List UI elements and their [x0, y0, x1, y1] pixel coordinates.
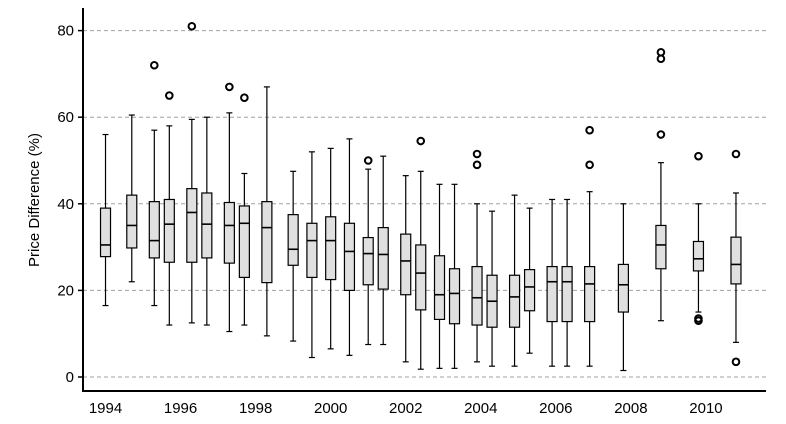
box-iqr — [362, 236, 374, 286]
box-item — [486, 210, 498, 367]
box-iqr — [148, 201, 160, 259]
outlier-point — [225, 82, 234, 92]
outlier-point — [656, 54, 666, 64]
box-item — [433, 183, 446, 369]
box-item — [126, 114, 138, 283]
box-iqr — [523, 269, 536, 312]
outlier-point — [694, 316, 703, 326]
box-iqr — [561, 265, 573, 323]
outlier-point — [416, 136, 426, 146]
outlier-point — [585, 160, 594, 170]
x-axis-ticks: 1994 1996 1998 2000 2002 2004 2006 2008 2010 — [89, 400, 723, 417]
box-item — [306, 151, 318, 359]
box-item — [186, 21, 198, 324]
box-iqr — [325, 216, 337, 281]
box-iqr — [508, 274, 521, 328]
box-iqr — [617, 263, 629, 313]
outlier-point — [472, 149, 482, 159]
outlier-point — [165, 91, 174, 100]
box-iqr — [287, 214, 299, 266]
y-tick-label: 0 — [66, 369, 74, 386]
x-tick-label: 2002 — [389, 400, 422, 417]
box-iqr — [223, 201, 235, 264]
box-item — [655, 47, 667, 322]
x-tick-label: 2000 — [314, 400, 347, 417]
y-axis-ticks: 0 20 40 60 80 — [57, 23, 83, 386]
outlier-point — [363, 156, 373, 165]
box-iqr — [261, 201, 273, 284]
x-tick-label: 2008 — [614, 400, 647, 417]
box-iqr — [126, 194, 138, 249]
box-iqr — [584, 265, 596, 323]
box-iqr — [655, 224, 667, 270]
box-iqr — [415, 244, 427, 311]
box-item — [99, 133, 112, 307]
box-iqr — [471, 265, 483, 326]
box-iqr — [546, 265, 558, 323]
outlier-point — [694, 151, 703, 161]
outlier-point — [150, 60, 159, 70]
outlier-point — [240, 93, 249, 103]
box-item — [343, 138, 356, 356]
gridlines — [83, 30, 766, 378]
box-item — [561, 198, 573, 367]
y-tick-label: 40 — [57, 196, 74, 213]
box-item — [201, 116, 213, 326]
box-iqr — [400, 233, 412, 296]
box-item — [546, 198, 558, 367]
box-item — [377, 155, 389, 346]
y-axis-title: Price Difference (%) — [26, 133, 43, 267]
box-item — [471, 149, 483, 363]
x-tick-label: 2004 — [464, 400, 497, 417]
box-item — [692, 151, 705, 326]
box-iqr — [433, 255, 446, 321]
y-tick-label: 60 — [57, 109, 74, 126]
box-iqr — [99, 207, 112, 258]
x-tick-label: 1994 — [89, 400, 122, 417]
box-iqr — [201, 192, 213, 259]
box-item — [730, 149, 742, 367]
box-item — [617, 203, 629, 372]
outlier-point — [731, 149, 741, 159]
outlier-point — [585, 125, 594, 135]
outlier-point — [656, 130, 666, 139]
outlier-point — [472, 160, 482, 170]
box-item — [223, 82, 235, 333]
box-series — [99, 21, 742, 372]
box-item — [163, 91, 175, 326]
box-iqr — [448, 268, 461, 325]
box-item — [584, 125, 596, 367]
x-tick-label: 2010 — [689, 400, 722, 417]
box-iqr — [343, 222, 356, 292]
x-tick-label: 1998 — [239, 400, 272, 417]
y-tick-label: 20 — [57, 282, 74, 299]
box-iqr — [306, 222, 318, 279]
outlier-point — [731, 357, 741, 367]
box-item — [148, 60, 160, 307]
x-tick-label: 1996 — [164, 400, 197, 417]
box-iqr — [377, 227, 389, 290]
box-item — [508, 194, 521, 367]
box-item — [400, 175, 412, 363]
y-tick-label: 80 — [57, 23, 74, 40]
box-iqr — [163, 198, 175, 263]
box-item — [238, 93, 250, 326]
box-iqr — [186, 188, 198, 263]
outlier-point — [187, 21, 197, 31]
box-iqr — [692, 240, 705, 272]
box-item — [415, 136, 427, 370]
box-item — [325, 147, 337, 350]
box-item — [448, 183, 461, 369]
box-item — [362, 156, 374, 346]
box-iqr — [730, 236, 742, 285]
box-item — [523, 207, 536, 354]
box-iqr — [238, 205, 250, 279]
box-item — [287, 170, 299, 342]
x-tick-label: 2006 — [539, 400, 572, 417]
box-item — [261, 86, 273, 337]
